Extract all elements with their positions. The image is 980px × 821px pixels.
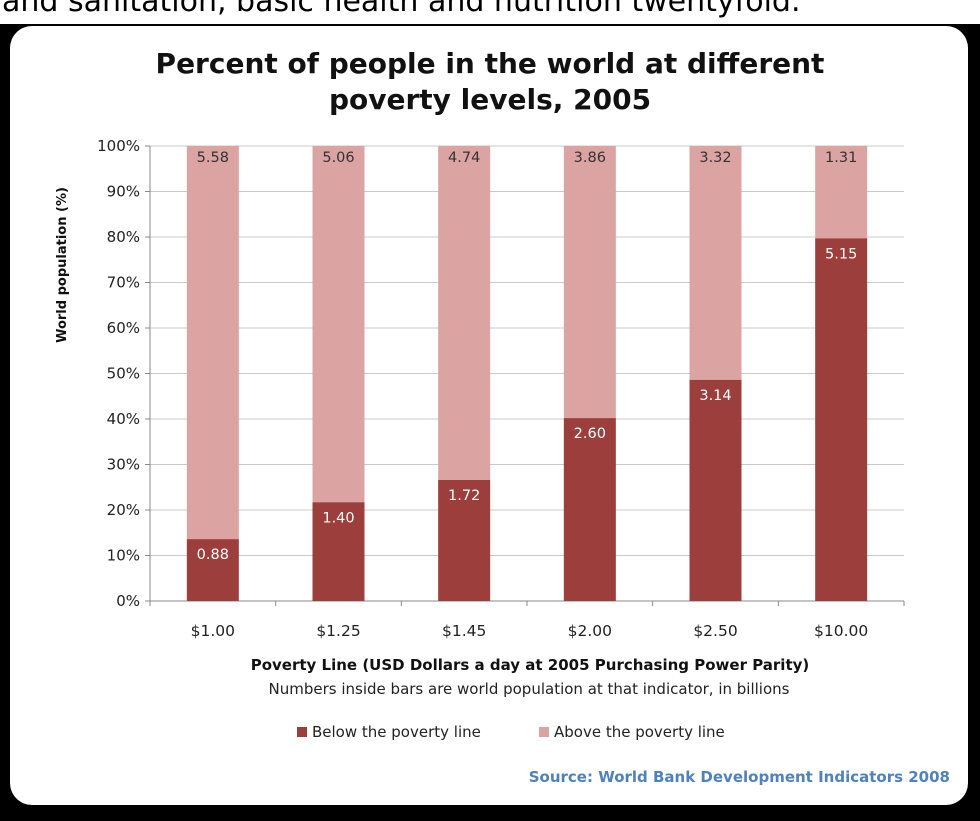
legend: Below the poverty line Above the poverty… — [297, 723, 725, 741]
bar-below-poverty — [689, 379, 742, 601]
legend-swatch-below — [297, 727, 307, 737]
bar-below-poverty — [438, 479, 491, 601]
x-category-label: $2.50 — [693, 622, 737, 640]
x-category-label: $1.25 — [316, 622, 360, 640]
data-label-above: 3.32 — [699, 150, 731, 166]
y-tick-label: 90% — [107, 183, 140, 201]
legend-swatch-above — [539, 727, 549, 737]
y-tick-label: 100% — [97, 137, 140, 155]
poverty-chart: 0% 10% 20% 30% 40% 50% 60% 70% 80% 90% 100% $1.00 $1… — [55, 47, 950, 786]
y-axis-label: World population (%) — [55, 187, 70, 343]
data-label-below: 2.60 — [574, 426, 606, 442]
data-labels: 0.88 5.58 1.40 5.06 1.72 4.74 2.60 3.86 3.14 3.32… — [197, 150, 858, 563]
bar-below-poverty — [815, 238, 868, 602]
y-tick-label: 50% — [107, 365, 140, 383]
y-tick-label: 60% — [107, 319, 140, 337]
chart-title-line-1: Percent of people in the world at differ… — [156, 47, 825, 80]
chart-card: 0% 10% 20% 30% 40% 50% 60% 70% 80% 90% 100% $1.00 $1… — [10, 26, 968, 805]
bar-above-poverty — [689, 146, 742, 380]
chart-note: Numbers inside bars are world population… — [269, 680, 790, 698]
bar-above-poverty — [312, 146, 365, 503]
bar-above-poverty — [815, 146, 868, 239]
source-note: Source: World Bank Development Indicator… — [529, 768, 950, 786]
x-category-label: $1.00 — [191, 622, 235, 640]
data-label-below: 0.88 — [197, 547, 229, 563]
data-label-below: 1.40 — [322, 510, 354, 526]
axes: 0% 10% 20% 30% 40% 50% 60% 70% 80% 90% 100% $1.00 $1… — [97, 137, 905, 640]
legend-label-below: Below the poverty line — [312, 723, 481, 741]
y-tick-label: 70% — [107, 274, 140, 292]
data-label-below: 3.14 — [699, 388, 731, 404]
caption-text: and sanitation, basic health and nutriti… — [2, 0, 801, 19]
data-label-above: 4.74 — [448, 150, 480, 166]
data-label-above: 5.58 — [197, 150, 229, 166]
bars — [186, 146, 868, 602]
legend-label-above: Above the poverty line — [554, 723, 725, 741]
y-tick-label: 30% — [107, 456, 140, 474]
bar-above-poverty — [563, 146, 616, 419]
y-tick-label: 40% — [107, 410, 140, 428]
y-tick-label: 0% — [116, 592, 140, 610]
chart-title-line-2: poverty levels, 2005 — [329, 83, 651, 116]
data-label-below: 5.15 — [825, 246, 857, 262]
bar-above-poverty — [438, 146, 491, 480]
data-label-above: 3.86 — [574, 150, 606, 166]
caption-strip: and sanitation, basic health and nutriti… — [0, 0, 980, 24]
data-label-below: 1.72 — [448, 488, 480, 504]
bar-below-poverty — [186, 539, 239, 601]
x-axis-label: Poverty Line (USD Dollars a day at 2005 … — [251, 656, 810, 674]
data-label-above: 1.31 — [825, 150, 857, 166]
x-category-label: $1.45 — [442, 622, 486, 640]
x-category-label: $10.00 — [814, 622, 868, 640]
y-tick-label: 20% — [107, 501, 140, 519]
bar-below-poverty — [312, 502, 365, 601]
data-label-above: 5.06 — [322, 150, 354, 166]
bar-above-poverty — [186, 146, 239, 540]
gridlines — [150, 145, 904, 556]
y-tick-label: 80% — [107, 228, 140, 246]
y-tick-label: 10% — [107, 547, 140, 565]
bar-below-poverty — [563, 418, 616, 601]
x-category-label: $2.00 — [568, 622, 612, 640]
